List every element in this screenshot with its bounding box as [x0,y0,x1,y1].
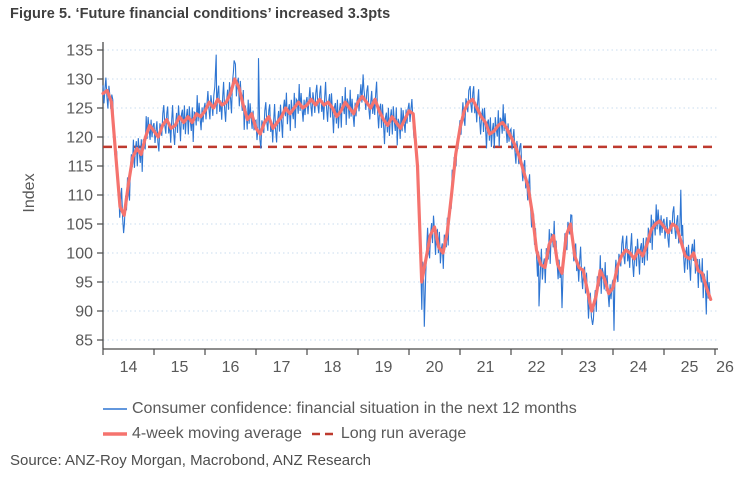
legend-row-1: Consumer confidence: financial situation… [103,396,577,421]
x-tick-label: 19 [375,359,393,376]
legend-label-consumer-confidence: Consumer confidence: financial situation… [132,399,577,417]
x-tick-label: 18 [324,359,342,376]
figure-title: Figure 5. ‘Future financial conditions’ … [10,6,391,22]
x-tick-label: 22 [528,359,546,376]
x-tick-label: 17 [273,359,291,376]
y-axis-title: Index [21,173,38,213]
x-tick-label: 14 [120,359,138,376]
y-tick-label: 115 [67,159,93,176]
legend-item-moving-average: 4-week moving average [103,425,302,443]
x-tick-label: 16 [222,359,240,376]
y-tick-label: 100 [66,246,93,263]
source-text: Source: ANZ-Roy Morgan, Macrobond, ANZ R… [10,452,371,469]
y-tick-label: 85 [75,333,93,350]
y-tick-label: 90 [75,304,93,321]
y-tick-label: 125 [66,101,93,118]
moving-average-line [101,77,713,313]
y-tick-label: 110 [67,188,93,205]
x-tick-label: 21 [477,359,495,376]
legend-item-long-run-average: Long run average [311,424,467,443]
x-tick-label: 25 [681,359,699,376]
legend-label-moving-average: 4-week moving average [132,424,302,442]
long-run-average-swatch-icon [311,432,336,435]
legend-row-2: 4-week moving average Long run average [103,421,577,446]
x-tick-label: 20 [426,359,444,376]
x-tick-label: 24 [630,359,648,376]
y-tick-label: 135 [66,43,93,60]
legend-item-consumer-confidence: Consumer confidence: financial situation… [103,400,577,418]
x-tick-label: 26 [716,359,734,376]
y-tick-label: 95 [75,275,93,292]
moving-average-swatch-icon [103,431,127,436]
chart-legend: Consumer confidence: financial situation… [103,396,577,446]
legend-label-long-run-average: Long run average [340,424,467,442]
weekly-series-swatch-icon [103,407,127,410]
x-tick-label: 15 [171,359,189,376]
y-tick-label: 120 [66,130,93,147]
x-tick-label: 23 [579,359,597,376]
y-tick-label: 130 [66,72,93,89]
weekly-series-line [102,54,711,331]
y-tick-label: 105 [66,217,93,234]
